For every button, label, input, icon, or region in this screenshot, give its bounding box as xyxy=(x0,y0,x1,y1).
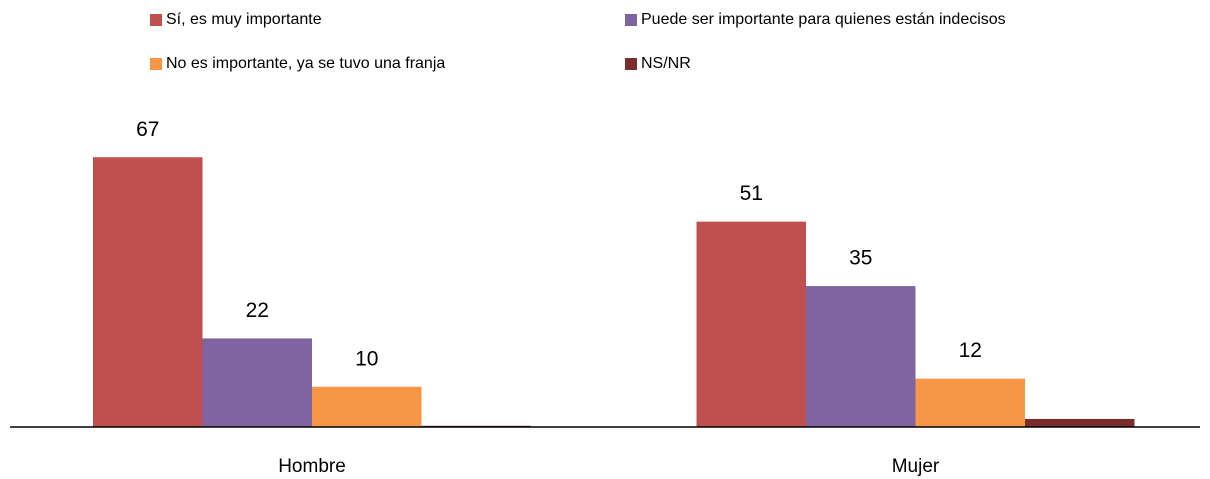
data-label: 12 xyxy=(959,339,982,362)
data-label: 22 xyxy=(246,299,269,322)
bar xyxy=(93,157,203,428)
x-tick-label: Mujer xyxy=(892,456,940,477)
legend-label: NS/NR xyxy=(641,55,691,72)
bar xyxy=(1025,418,1135,427)
legend-label: Sí, es muy importante xyxy=(166,11,322,28)
data-label: 35 xyxy=(849,247,872,270)
data-label: 51 xyxy=(740,182,763,205)
data-label: 10 xyxy=(355,347,378,370)
data-label: 67 xyxy=(136,118,159,141)
legend-swatch xyxy=(625,14,637,26)
bar xyxy=(696,221,806,427)
bar xyxy=(202,338,312,427)
bar xyxy=(312,386,422,427)
legend-swatch xyxy=(150,14,162,26)
bar xyxy=(915,378,1025,427)
legend-label: No es importante, ya se tuvo una franja xyxy=(166,55,445,72)
legend-label: Puede ser importante para quienes están … xyxy=(641,11,1006,28)
x-tick-label: Hombre xyxy=(278,456,346,477)
legend-swatch xyxy=(625,58,637,70)
bar xyxy=(806,286,916,427)
legend-swatch xyxy=(150,58,162,70)
